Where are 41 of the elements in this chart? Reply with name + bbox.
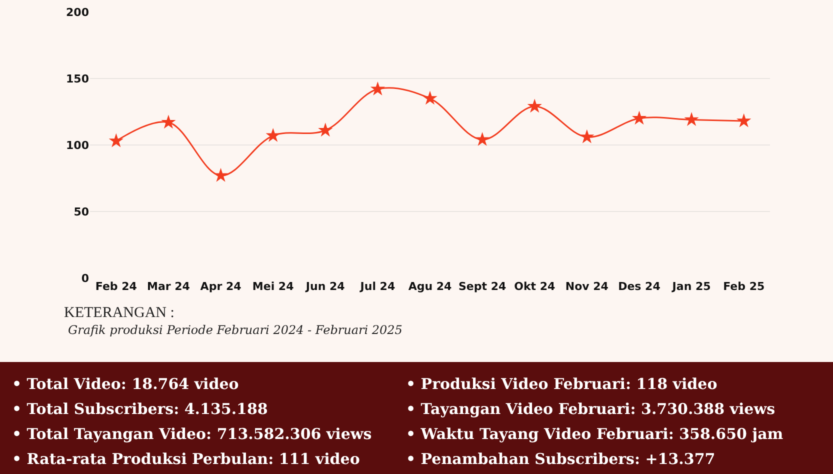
text: • Total Subscribers: 4.135.188 <box>12 400 268 418</box>
y-tick-label: 200 <box>66 6 90 19</box>
point <box>213 168 228 182</box>
x-tick-label: Feb 25 <box>723 280 765 293</box>
text: • Rata-rata Produksi Perbulan: 111 video <box>12 450 360 468</box>
text: • Produksi Video Februari: 118 video <box>406 375 718 393</box>
point <box>108 133 124 148</box>
x-tick-label: Des 24 <box>618 280 661 293</box>
x-tick-label: Jan 25 <box>671 280 711 293</box>
text: KETERANGAN : <box>64 305 174 321</box>
x-tick-label: Feb 24 <box>95 280 138 293</box>
point <box>266 128 280 142</box>
point <box>161 114 176 129</box>
x-tick-label: Jun 24 <box>304 280 346 293</box>
point <box>580 129 594 144</box>
x-tick-label: Okt 24 <box>514 280 556 293</box>
y-tick-label: 100 <box>66 138 90 152</box>
text: • Waktu Tayang Video Februari: 358.650 jam <box>406 425 784 443</box>
point <box>474 132 490 146</box>
y-tick-label: 50 <box>74 205 90 218</box>
y-tick-label: 0 <box>81 272 90 285</box>
text: • Tayangan Video Februari: 3.730.388 views <box>406 400 776 418</box>
text: • Total Tayangan Video: 713.582.306 views <box>12 425 372 443</box>
point <box>527 98 542 113</box>
x-tick-label: Apr 24 <box>200 280 242 293</box>
x-tick-label: Jul 24 <box>359 280 396 293</box>
x-tick-label: Mar 24 <box>146 280 190 293</box>
point <box>684 112 699 126</box>
point <box>736 113 752 128</box>
x-tick-label: Agu 24 <box>408 280 452 293</box>
point <box>318 122 333 137</box>
text: • Penambahan Subscribers: +13.377 <box>406 450 716 468</box>
point <box>370 81 386 96</box>
text: Grafik produksi Periode Februari 2024 - Februari 2025 <box>68 323 402 337</box>
x-tick-label: Sept 24 <box>458 280 506 293</box>
x-tick-label: Mei 24 <box>252 280 294 293</box>
text: • Total Video: 18.764 video <box>12 375 239 393</box>
point <box>632 110 647 125</box>
x-tick-label: Nov 24 <box>565 280 609 293</box>
y-tick-label: 150 <box>66 72 90 86</box>
point <box>422 90 438 105</box>
